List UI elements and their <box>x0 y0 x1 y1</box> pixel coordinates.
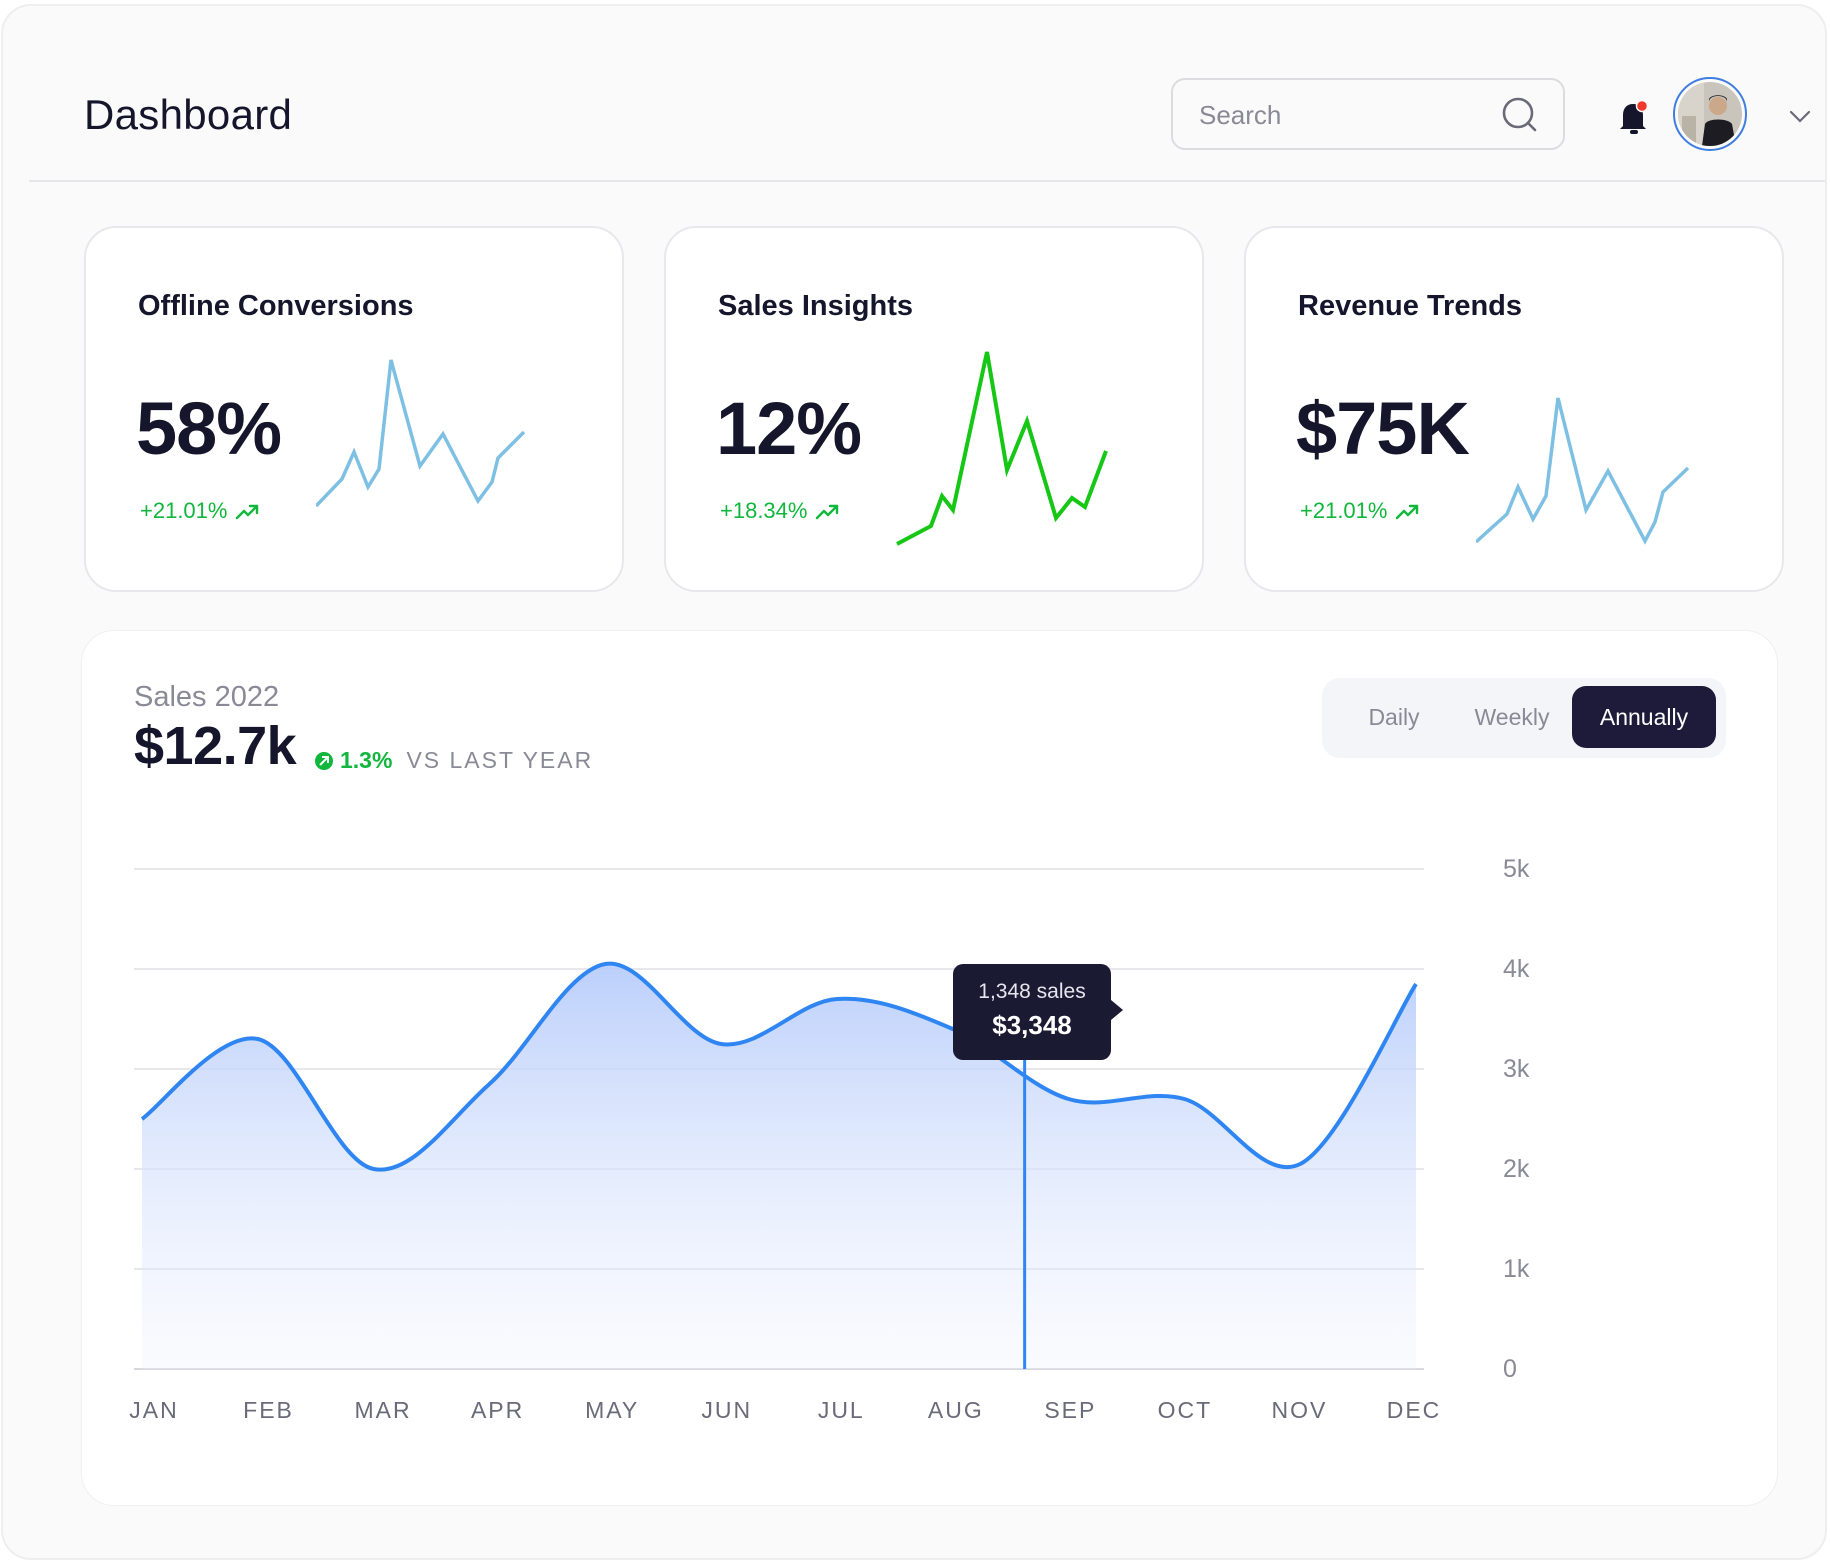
x-tick-label: APR <box>470 1397 525 1423</box>
sparkline <box>1476 397 1690 545</box>
chevron-down-icon[interactable] <box>1789 110 1811 124</box>
user-avatar[interactable] <box>1673 77 1747 151</box>
x-tick-label: AUG <box>927 1397 984 1423</box>
x-tick-label: OCT <box>1157 1397 1213 1423</box>
card-change: +21.01% <box>1300 498 1421 524</box>
sparkline-chart <box>1476 397 1690 545</box>
page-title: Dashboard <box>84 91 293 138</box>
x-tick-label: JUL <box>817 1397 865 1423</box>
card-change: +21.01% <box>140 498 261 524</box>
y-tick-label: 3k <box>1503 1055 1530 1083</box>
sparkline-chart <box>316 359 526 508</box>
x-tick-label: JAN <box>129 1397 179 1423</box>
dashboard-window: Dashboard <box>1 4 1827 1560</box>
sales-change-percent: 1.3% <box>340 747 393 773</box>
sales-change-text: VS LAST YEAR <box>406 747 594 773</box>
card-title: Revenue Trends <box>1298 290 1523 322</box>
change-percent: +18.34% <box>720 498 808 523</box>
period-annually-button[interactable]: Annually <box>1572 686 1716 748</box>
search-box[interactable] <box>1171 78 1565 150</box>
sales-area-fill <box>142 963 1416 1369</box>
card-title: Offline Conversions <box>138 290 414 322</box>
search-input[interactable] <box>1197 80 1501 150</box>
period-daily-button[interactable]: Daily <box>1368 704 1420 730</box>
x-tick-label: SEP <box>1044 1397 1097 1423</box>
notification-bell-icon[interactable] <box>1617 98 1651 136</box>
top-bar: Dashboard <box>29 6 1825 182</box>
sales-line <box>140 961 1418 1172</box>
trend-up-icon <box>816 504 839 520</box>
card-offline-conversions: Offline Conversions 58% +21.01% <box>84 226 624 592</box>
sparkline-chart <box>896 351 1108 546</box>
change-percent: +21.01% <box>140 498 228 523</box>
y-tick-label: 1k <box>1503 1255 1530 1283</box>
tooltip-value: $3,348 <box>992 1010 1072 1040</box>
sales-label: Sales 2022 <box>134 681 280 713</box>
x-tick-label: NOV <box>1271 1397 1328 1423</box>
card-value: 12% <box>716 387 862 470</box>
x-tick-label: MAY <box>585 1397 640 1423</box>
x-tick-label: JUN <box>701 1397 753 1423</box>
sales-chart-card: Sales 2022 $12.7k 1.3% VS LAST YEAR Dail… <box>82 631 1777 1505</box>
search-icon[interactable] <box>1501 96 1539 134</box>
sparkline <box>896 351 1108 546</box>
x-tick-label: DEC <box>1386 1397 1442 1423</box>
avatar-photo <box>1678 82 1742 146</box>
card-change: +18.34% <box>720 498 841 524</box>
period-toggle: Daily Weekly Annually <box>1322 678 1726 758</box>
y-tick-label: 5k <box>1503 855 1530 883</box>
sales-value: $12.7k <box>134 716 297 776</box>
chart-tooltip: 1,348 sales $3,348 <box>953 964 1123 1060</box>
sales-change: 1.3% VS LAST YEAR <box>314 747 593 774</box>
change-percent: +21.01% <box>1300 498 1388 523</box>
arrow-up-circle-icon <box>315 751 333 770</box>
card-value: 58% <box>136 387 282 470</box>
card-title: Sales Insights <box>718 290 914 322</box>
y-tick-label: 0 <box>1503 1355 1517 1383</box>
period-weekly-button[interactable]: Weekly <box>1474 704 1550 730</box>
x-tick-label: MAR <box>354 1397 412 1423</box>
card-value: $75K <box>1296 387 1470 470</box>
sales-area-chart <box>134 868 1424 1370</box>
trend-up-icon <box>236 504 259 520</box>
card-revenue-trends: Revenue Trends $75K +21.01% <box>1244 226 1784 592</box>
trend-up-icon <box>1396 504 1419 520</box>
y-tick-label: 2k <box>1503 1155 1530 1183</box>
tooltip-sales: 1,348 sales <box>978 980 1086 1003</box>
y-tick-label: 4k <box>1503 955 1530 983</box>
card-sales-insights: Sales Insights 12% +18.34% <box>664 226 1204 592</box>
sparkline <box>316 359 526 508</box>
x-tick-label: FEB <box>243 1397 294 1423</box>
